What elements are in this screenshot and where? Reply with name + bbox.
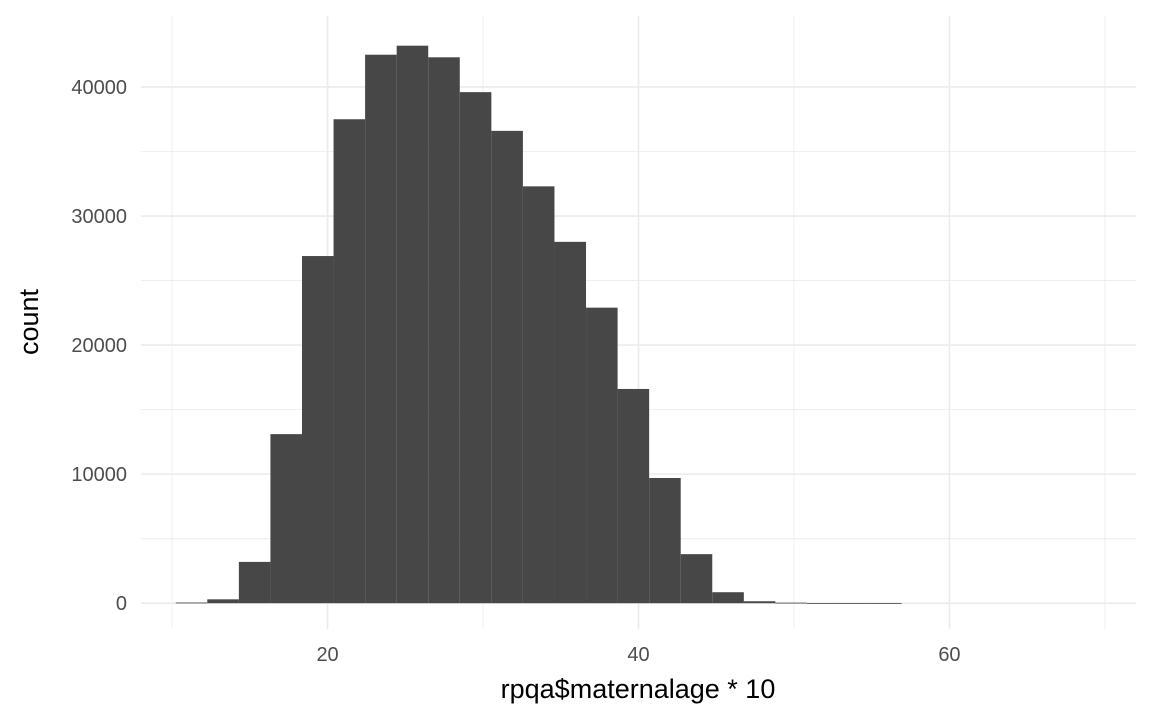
y-axis-tick-labels: 0 10000 20000 30000 40000 — [71, 77, 127, 615]
histogram-bar — [712, 592, 744, 604]
histogram-bar — [806, 602, 839, 604]
histogram-bar — [838, 603, 871, 604]
histogram-bar — [333, 119, 366, 604]
histogram-bar — [522, 186, 555, 604]
y-tick-label: 20000 — [71, 335, 127, 357]
histogram-bar — [238, 561, 271, 604]
histogram-bar — [649, 478, 681, 604]
histogram-bar — [586, 307, 618, 604]
histogram-bar — [617, 388, 650, 604]
histogram-bar — [775, 602, 807, 604]
y-tick-label: 10000 — [71, 464, 127, 486]
histogram-bar — [207, 599, 239, 604]
x-tick-label: 60 — [938, 644, 960, 666]
histogram-bar — [428, 57, 460, 604]
y-tick-label: 0 — [116, 593, 127, 615]
histogram-bar — [270, 434, 302, 604]
histogram-bar — [365, 54, 397, 604]
x-axis-tick-labels: 20 40 60 — [316, 644, 960, 666]
histogram-bar — [743, 601, 776, 604]
x-tick-label: 20 — [316, 644, 338, 666]
histogram-bar — [491, 130, 523, 604]
histogram-bar — [396, 45, 429, 604]
y-axis-title: count — [14, 288, 44, 355]
x-axis-title: rpqa$maternalage * 10 — [501, 674, 776, 704]
histogram-bar — [870, 603, 902, 604]
histogram-bars — [175, 45, 902, 604]
histogram-bar — [554, 241, 587, 604]
x-tick-label: 40 — [627, 644, 649, 666]
histogram-bar — [301, 256, 334, 604]
y-tick-label: 30000 — [71, 206, 127, 228]
histogram-bar — [680, 554, 713, 604]
histogram-bar — [175, 602, 208, 604]
y-tick-label: 40000 — [71, 77, 127, 99]
histogram-bar — [459, 92, 492, 604]
